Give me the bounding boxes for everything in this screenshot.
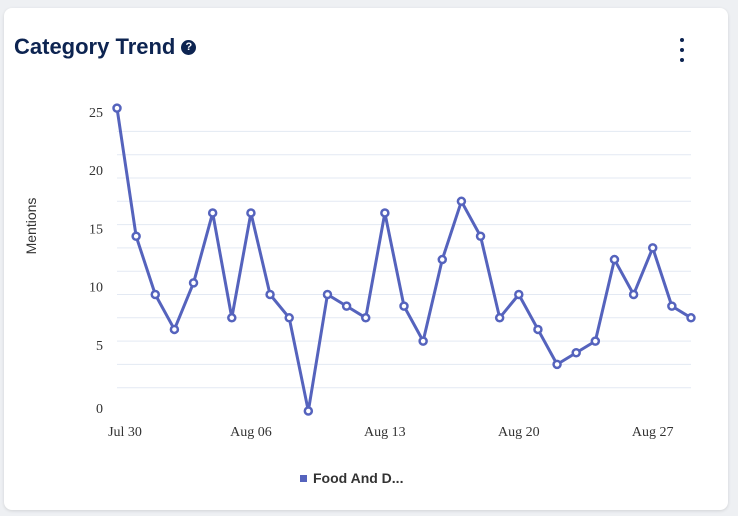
category-trend-card: Category Trend ?: [4, 8, 728, 510]
series-line: [115, 107, 692, 413]
data-point: [265, 289, 275, 300]
data-point: [647, 243, 658, 253]
x-tick-label: Aug 27: [632, 425, 674, 440]
data-point: [418, 336, 428, 346]
data-point: [131, 231, 141, 241]
legend-item[interactable]: Food And D...: [300, 470, 403, 486]
data-point: [246, 208, 256, 218]
card-title: Category Trend ?: [14, 34, 197, 60]
legend-label: Food And D...: [313, 470, 404, 486]
data-point: [609, 254, 620, 265]
data-point: [207, 208, 218, 218]
y-tick-label: 20: [89, 164, 103, 179]
data-point: [533, 324, 543, 335]
data-point: [360, 313, 371, 323]
x-tick-label: Aug 13: [364, 425, 406, 440]
data-point: [628, 289, 639, 300]
data-point: [303, 406, 314, 416]
data-point: [590, 336, 601, 346]
data-point: [284, 313, 294, 323]
data-point: [686, 313, 696, 323]
y-axis-label: Mentions: [23, 198, 39, 255]
y-tick-label: 15: [89, 222, 103, 237]
data-point: [150, 289, 161, 300]
help-icon[interactable]: ?: [181, 39, 197, 55]
more-options-icon[interactable]: [676, 36, 688, 64]
data-point: [227, 313, 237, 323]
data-point: [456, 196, 467, 207]
data-point: [169, 324, 180, 335]
data-point: [667, 301, 677, 311]
data-point: [552, 359, 562, 370]
data-point: [437, 254, 448, 265]
data-point: [399, 301, 409, 311]
data-point: [112, 103, 122, 113]
data-point: [380, 208, 390, 218]
data-point: [341, 301, 352, 311]
y-tick-label: 10: [89, 281, 103, 296]
x-tick-label: Aug 06: [230, 425, 272, 440]
y-tick-label: 25: [89, 106, 103, 121]
y-tick-label: 0: [96, 402, 103, 417]
data-point: [475, 231, 486, 241]
data-point: [322, 289, 333, 300]
x-tick-label: Aug 20: [498, 425, 540, 440]
legend-swatch: [300, 474, 307, 482]
title-text: Category Trend: [14, 34, 176, 59]
y-tick-label: 5: [96, 339, 103, 354]
data-point: [514, 289, 524, 300]
x-tick-label: Jul 30: [108, 425, 142, 440]
data-point: [571, 348, 581, 358]
data-point: [188, 278, 199, 288]
data-point: [494, 313, 505, 323]
